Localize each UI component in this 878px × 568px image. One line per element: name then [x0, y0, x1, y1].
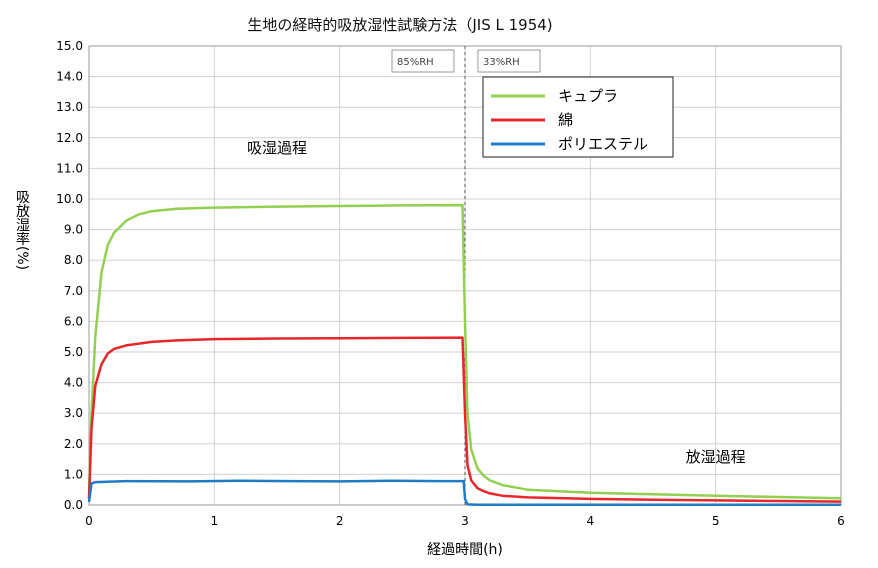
x-tick-label: 2 [336, 514, 344, 528]
annotation-absorption: 吸湿過程 [247, 139, 307, 157]
x-axis-title: 経過時間(h) [427, 542, 503, 558]
x-tick-label: 3 [461, 514, 469, 528]
y-tick-label: 3.0 [64, 406, 83, 420]
y-axis-ticks: 0.0 1.0 2.0 3.0 4.0 5.0 6.0 7.0 8.0 9.0 10.0 11.0 12… [56, 39, 83, 512]
y-tick-label: 2.0 [64, 437, 83, 451]
svg-text:33%RH: 33%RH [483, 57, 520, 68]
y-tick-label: 8.0 [64, 253, 83, 267]
y-tick-label: 13.0 [56, 100, 83, 114]
y-tick-label: 0.0 [64, 498, 83, 512]
series-lines [87, 203, 842, 506]
y-tick-label: 4.0 [64, 376, 83, 390]
legend-label-0: キュプラ [558, 87, 618, 105]
series-line-0 [87, 203, 842, 500]
y-tick-label: 5.0 [64, 345, 83, 359]
svg-text:85%RH: 85%RH [397, 57, 434, 68]
y-tick-label: 1.0 [64, 467, 83, 481]
annotation-desorption: 放湿過程 [686, 448, 746, 466]
y-axis-title: 吸放湿率(%) [14, 190, 30, 270]
y-tick-label: 11.0 [56, 161, 83, 175]
y-tick-label: 10.0 [56, 192, 83, 206]
y-tick-label: 9.0 [64, 223, 83, 237]
y-tick-label: 14.0 [56, 70, 83, 84]
x-tick-label: 0 [85, 514, 93, 528]
x-axis-ticks: 0 1 2 3 4 5 6 [85, 514, 845, 528]
chart-title: 生地の経時的吸放湿性試験方法（JIS L 1954) [247, 16, 552, 34]
y-tick-label: 12.0 [56, 131, 83, 145]
rh-label-33: 33%RH [477, 49, 541, 73]
x-tick-label: 1 [211, 514, 219, 528]
legend-label-2: ポリエステル [558, 135, 648, 153]
y-tick-label: 7.0 [64, 284, 83, 298]
x-tick-label: 5 [712, 514, 720, 528]
x-tick-label: 6 [837, 514, 845, 528]
y-tick-label: 6.0 [64, 314, 83, 328]
series-line-2 [87, 479, 841, 506]
series-line-1 [87, 336, 842, 503]
legend-label-1: 綿 [558, 111, 573, 129]
rh-label-85: 85%RH [391, 49, 455, 73]
y-tick-label: 15.0 [56, 39, 83, 53]
x-tick-label: 4 [587, 514, 595, 528]
